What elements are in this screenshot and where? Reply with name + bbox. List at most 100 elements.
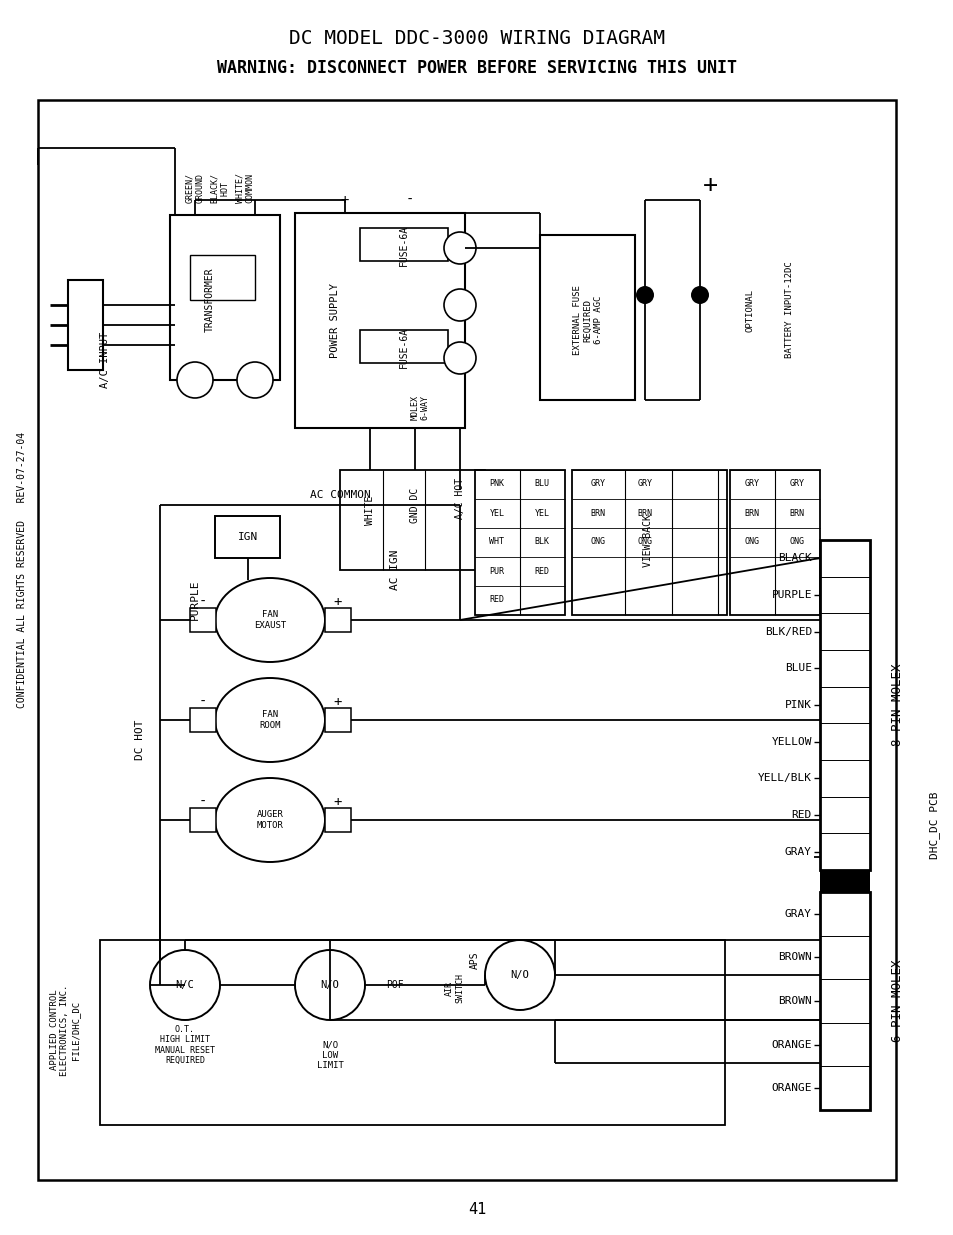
Bar	[820, 540, 869, 869]
Text: -: -	[198, 595, 207, 609]
Circle shape	[484, 940, 555, 1010]
Text: ONG: ONG	[590, 537, 605, 547]
Circle shape	[150, 950, 220, 1020]
Text: APPLIED CONTROL
ELECTRONICS, INC.
FILE/DHC_DC: APPLIED CONTROL ELECTRONICS, INC. FILE/D…	[51, 984, 80, 1076]
Text: ONG: ONG	[743, 537, 759, 547]
Text: YEL: YEL	[534, 509, 549, 517]
Bar	[820, 892, 869, 1110]
Text: +: +	[701, 173, 717, 198]
Text: RED: RED	[791, 810, 811, 820]
Text: PINK: PINK	[784, 700, 811, 710]
Text: PURPLE: PURPLE	[771, 590, 811, 600]
Text: DHC_DC PCB: DHC_DC PCB	[928, 792, 940, 858]
Text: -: -	[198, 695, 207, 709]
Text: A/C HOT: A/C HOT	[455, 478, 464, 519]
Text: N/C: N/C	[175, 981, 194, 990]
Text: WARNING: DISCONNECT POWER BEFORE SERVICING THIS UNIT: WARNING: DISCONNECT POWER BEFORE SERVICI…	[216, 59, 737, 77]
Circle shape	[443, 232, 476, 264]
Bar	[359, 228, 448, 261]
Bar	[190, 808, 215, 832]
Text: BRN: BRN	[789, 509, 803, 517]
Ellipse shape	[214, 578, 325, 662]
Text: GRY: GRY	[743, 479, 759, 489]
Text: BLACK/
HOT: BLACK/ HOT	[210, 173, 230, 203]
Text: BLK: BLK	[534, 537, 549, 547]
Text: RED: RED	[534, 567, 549, 576]
Circle shape	[690, 287, 708, 304]
Bar	[729, 471, 820, 615]
Text: N/O
LOW
LIMIT: N/O LOW LIMIT	[316, 1040, 343, 1070]
Text: +: +	[334, 595, 342, 609]
Bar	[38, 100, 895, 1179]
Text: GRAY: GRAY	[784, 909, 811, 919]
Bar	[190, 608, 215, 632]
Text: YELLOW: YELLOW	[771, 736, 811, 747]
Text: FUSE-6A: FUSE-6A	[398, 326, 409, 368]
Text: GND DC: GND DC	[410, 488, 419, 522]
Text: APS: APS	[470, 951, 479, 968]
Text: BRN: BRN	[743, 509, 759, 517]
Bar	[325, 808, 351, 832]
Bar	[325, 708, 351, 732]
Text: BLACK: BLACK	[778, 553, 811, 563]
Bar	[475, 471, 564, 615]
Text: +: +	[334, 695, 342, 709]
Text: A/C INPUT: A/C INPUT	[100, 332, 110, 388]
Bar	[190, 708, 215, 732]
Text: BROWN: BROWN	[778, 995, 811, 1007]
Text: -: -	[405, 193, 414, 207]
Text: TRANSFORMER: TRANSFORMER	[205, 268, 214, 332]
Bar	[190, 254, 254, 300]
Text: PNK: PNK	[489, 479, 504, 489]
Circle shape	[294, 950, 365, 1020]
Text: YELL/BLK: YELL/BLK	[758, 773, 811, 783]
Text: N/O: N/O	[320, 981, 339, 990]
Text: PURPLE: PURPLE	[190, 579, 200, 620]
Text: GRY: GRY	[637, 479, 652, 489]
Text: POF: POF	[386, 981, 403, 990]
Text: ONG: ONG	[637, 537, 652, 547]
Circle shape	[236, 362, 273, 398]
Text: 41: 41	[467, 1203, 486, 1218]
Text: WHITE/
COMMON: WHITE/ COMMON	[235, 173, 254, 203]
Text: FAN
ROOM: FAN ROOM	[259, 710, 280, 730]
Text: BLU: BLU	[534, 479, 549, 489]
Bar	[820, 869, 869, 892]
Text: 6-PIN MOLEX: 6-PIN MOLEX	[890, 960, 903, 1042]
Text: AC IGN: AC IGN	[390, 550, 399, 590]
Text: IGN: IGN	[237, 532, 258, 542]
Text: VIEW BACK: VIEW BACK	[642, 515, 652, 567]
Text: BRN: BRN	[590, 509, 605, 517]
Text: EXTERNAL FUSE
REQUIRED
6-AMP AGC: EXTERNAL FUSE REQUIRED 6-AMP AGC	[573, 285, 602, 354]
Text: GRY: GRY	[590, 479, 605, 489]
Text: BATTERY INPUT-12DC: BATTERY INPUT-12DC	[784, 262, 794, 358]
Text: N/O: N/O	[510, 969, 529, 981]
Text: AIR
SWITCH: AIR SWITCH	[445, 973, 464, 1003]
Text: WHITE: WHITE	[365, 495, 375, 525]
Text: -: -	[198, 795, 207, 809]
Text: BRN: BRN	[637, 509, 652, 517]
Text: 8-PIN MOLEX: 8-PIN MOLEX	[890, 663, 903, 746]
Text: BROWN: BROWN	[778, 952, 811, 962]
Circle shape	[443, 342, 476, 374]
Text: GRAY: GRAY	[784, 847, 811, 857]
Text: AUGER
MOTOR: AUGER MOTOR	[256, 810, 283, 830]
Text: FUSE-6A: FUSE-6A	[398, 225, 409, 266]
Text: +: +	[340, 193, 349, 207]
Text: OPTIONAL: OPTIONAL	[744, 289, 754, 331]
Text: BLK/RED: BLK/RED	[764, 626, 811, 637]
Text: GRY: GRY	[789, 479, 803, 489]
Text: ONG: ONG	[789, 537, 803, 547]
Text: WHT: WHT	[489, 537, 504, 547]
Text: PUR: PUR	[489, 567, 504, 576]
Bar	[214, 516, 280, 558]
Text: CONFIDENTIAL ALL RIGHTS RESERVED   REV-07-27-04: CONFIDENTIAL ALL RIGHTS RESERVED REV-07-…	[17, 432, 27, 708]
Circle shape	[636, 287, 654, 304]
Bar	[68, 280, 103, 370]
Text: MOLEX
6-WAY: MOLEX 6-WAY	[410, 394, 429, 420]
Bar	[294, 212, 464, 429]
Bar	[325, 608, 351, 632]
Bar	[170, 215, 280, 380]
Text: ORANGE: ORANGE	[771, 1083, 811, 1093]
Text: ORANGE: ORANGE	[771, 1040, 811, 1050]
